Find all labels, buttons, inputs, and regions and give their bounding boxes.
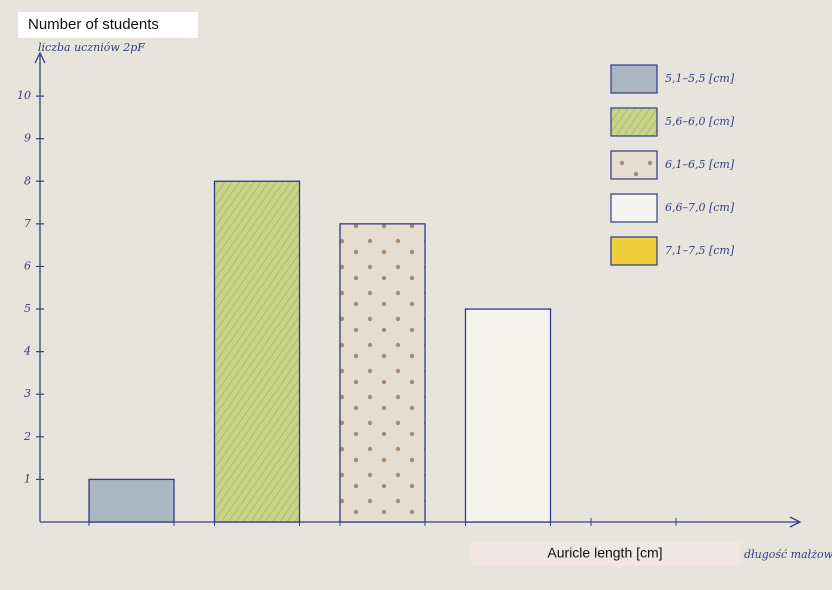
y-annotation: liczba uczniów 2pF <box>38 41 145 54</box>
bar <box>89 479 174 522</box>
y-tick-label: 3 <box>24 387 31 400</box>
legend-label: 5,1–5,5 [cm] <box>665 72 735 85</box>
y-tick-label: 10 <box>17 89 31 102</box>
y-tick-label: 7 <box>24 217 31 230</box>
legend-label: 7,1–7,5 [cm] <box>665 244 735 257</box>
legend-label: 5,6–6,0 [cm] <box>665 115 735 128</box>
x-annotation: długość małżowiny usznej [cm] <box>744 548 832 561</box>
bar <box>466 309 551 522</box>
y-tick-label: 9 <box>24 132 31 145</box>
bar <box>340 224 425 522</box>
x-axis-label: Auricle length [cm] <box>547 545 662 561</box>
y-tick-label: 5 <box>24 302 31 315</box>
y-tick-label: 2 <box>23 430 31 443</box>
y-tick-label: 8 <box>24 174 31 187</box>
bar <box>215 181 300 522</box>
legend-swatch <box>611 65 657 93</box>
y-tick-label: 6 <box>24 259 31 272</box>
legend-swatch <box>611 151 657 179</box>
legend-swatch <box>611 237 657 265</box>
legend-swatch <box>611 108 657 136</box>
y-tick-label: 1 <box>24 472 31 485</box>
chart: Number of students Auricle length [cm] l… <box>0 0 832 590</box>
legend-swatch <box>611 194 657 222</box>
chart-title: Number of students <box>28 16 159 33</box>
y-tick-label: 4 <box>23 345 31 358</box>
legend-label: 6,6–7,0 [cm] <box>665 201 735 214</box>
legend-label: 6,1–6,5 [cm] <box>665 158 735 171</box>
